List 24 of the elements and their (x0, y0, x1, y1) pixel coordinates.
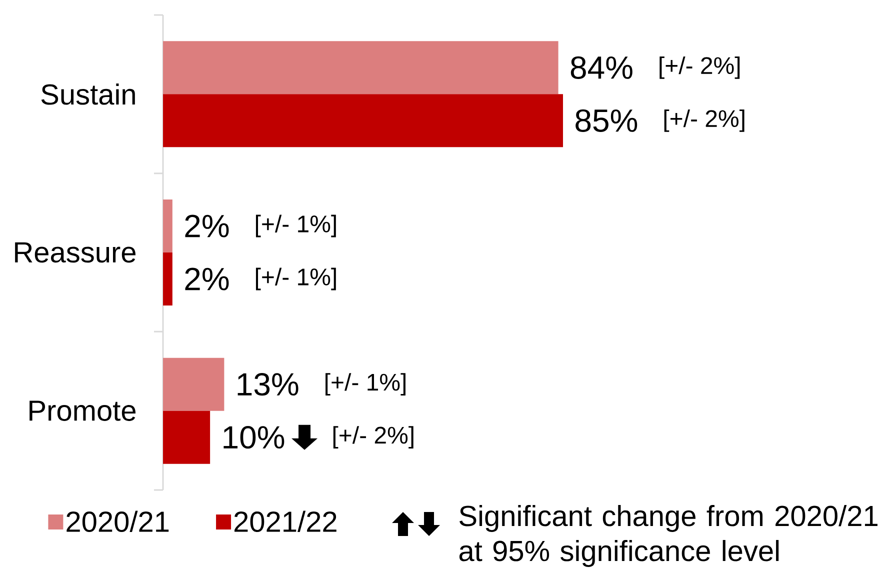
data-label: 13% (238, 373, 298, 396)
data-label: 2% (185, 214, 229, 238)
annotation: [+/- 1%] (326, 373, 406, 396)
legend-label: 2021/22 (234, 510, 336, 532)
annotation: [+/- 1%] (256, 268, 336, 290)
annotation: [+/- 1%] (256, 214, 336, 238)
bar (163, 410, 210, 464)
y-tick-label: Promote (30, 400, 136, 421)
bar (163, 200, 172, 252)
legend-label: 2020/21 (66, 510, 169, 532)
y-tick-label: Sustain (41, 84, 135, 105)
data-label: 2% (185, 268, 229, 290)
bar (163, 358, 224, 411)
bar (163, 252, 172, 306)
annotation: [+/- 2%] (333, 426, 414, 449)
y-tick-label: Reassure (15, 242, 136, 263)
text: Significant change from 2020/21 at 95% significance level (459, 504, 878, 568)
bar (163, 41, 558, 94)
data-label: 85% (576, 109, 638, 132)
data-label: 84% (570, 56, 632, 79)
text: [+/- 2%] (660, 56, 740, 79)
text: [+/- 2%] (664, 109, 744, 132)
data-label: 10% (224, 426, 284, 449)
bar (163, 94, 563, 148)
